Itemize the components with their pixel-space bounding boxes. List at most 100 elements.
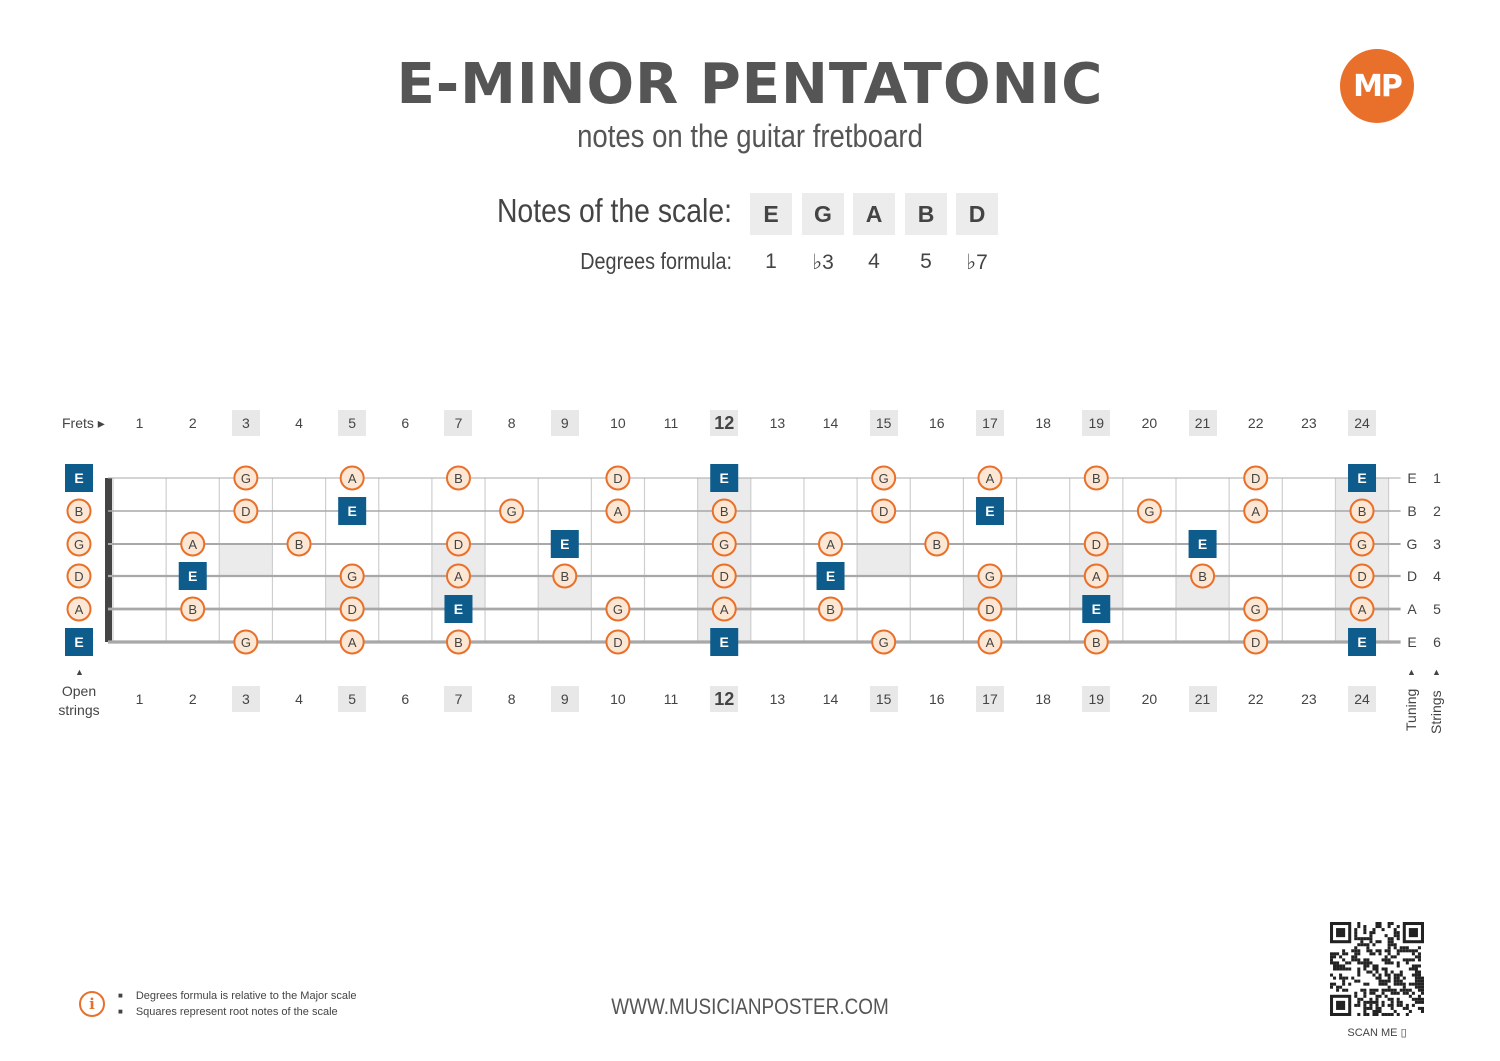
qr-code[interactable] — [1330, 922, 1424, 1016]
note-label: E — [454, 601, 463, 617]
fret-number: 12 — [710, 686, 739, 712]
fret-number: 15 — [869, 686, 898, 712]
root-note-square — [816, 562, 845, 590]
scale-note-circle — [445, 629, 471, 655]
note-label: D — [613, 635, 622, 650]
scale-degree: 4 — [868, 250, 880, 273]
note-label: B — [720, 504, 729, 519]
note-label: G — [241, 471, 251, 486]
fret-number: 22 — [1247, 691, 1264, 707]
fret-number: 22 — [1247, 415, 1264, 431]
note-label: A — [348, 471, 357, 486]
note-label: E — [188, 568, 197, 584]
footer-note: Squares represent root notes of the scal… — [118, 1006, 338, 1018]
fret-number: 4 — [295, 415, 303, 431]
note-label: D — [454, 537, 463, 552]
note-label: D — [241, 504, 250, 519]
note-label: G — [879, 471, 889, 486]
degrees-formula-label: Degrees formula: — [580, 248, 732, 274]
note-label: E — [720, 470, 729, 486]
scale-notes-label: Notes of the scale: — [496, 192, 732, 229]
phone-icon: ▯ — [1400, 1027, 1407, 1039]
fret-number: 9 — [550, 410, 579, 436]
fret-number: 10 — [610, 415, 626, 431]
string-number: 6 — [1433, 634, 1441, 650]
scale-note-circle — [180, 531, 206, 557]
fret-number: 14 — [822, 415, 839, 431]
scale-note-circle — [1083, 465, 1109, 491]
scale-note-circle — [445, 465, 471, 491]
fret-number: 21 — [1188, 686, 1217, 712]
note-label: A — [75, 602, 84, 617]
note-label: G — [985, 569, 995, 584]
note-label: E — [1198, 536, 1207, 552]
brand-logo: MP — [1340, 49, 1414, 123]
note-label: B — [295, 537, 304, 552]
note-label: D — [347, 602, 356, 617]
fret-number: 18 — [1035, 691, 1051, 707]
fret-number: 7 — [444, 410, 473, 436]
note-label: G — [241, 635, 251, 650]
string-number: 1 — [1433, 470, 1441, 486]
fret-number: 8 — [507, 415, 516, 431]
info-icon: i — [79, 991, 105, 1017]
scale-note-circle — [1136, 498, 1162, 524]
fret-number: 16 — [929, 415, 945, 431]
fret-marker-shade — [857, 544, 911, 576]
root-note-square — [975, 497, 1004, 525]
scale-note-circle — [1083, 629, 1109, 655]
scale-note-circle — [499, 498, 525, 524]
fret-number: 2 — [188, 691, 197, 707]
open-strings-label: Open strings — [58, 683, 100, 718]
note-label: B — [1092, 471, 1101, 486]
fret-number: 23 — [1301, 691, 1317, 707]
footer-note: Degrees formula is relative to the Major… — [118, 990, 357, 1002]
scale-note-circle — [818, 531, 844, 557]
fret-number: 20 — [1141, 691, 1158, 707]
fret-number: 3 — [231, 686, 260, 712]
note-label: E — [1357, 470, 1366, 486]
root-note-square — [1082, 595, 1111, 623]
scan-me-label: SCAN ME ▯ — [1347, 1027, 1407, 1039]
scale-note-circle — [605, 596, 631, 622]
note-label: A — [614, 504, 623, 519]
tuning-note: E — [1407, 470, 1416, 486]
note-label: A — [826, 537, 835, 552]
tuning-note: E — [1407, 634, 1416, 650]
note-label: A — [454, 569, 463, 584]
note-label: D — [1251, 471, 1260, 486]
scale-note: E — [750, 193, 792, 235]
scale-note-circle — [977, 629, 1003, 655]
fret-number: 11 — [663, 415, 679, 431]
scale-degree: ♭3 — [812, 251, 834, 274]
note-label: A — [1251, 504, 1260, 519]
root-note-square — [710, 464, 739, 492]
page-subtitle: notes on the guitar fretboard — [577, 118, 923, 154]
scale-note-circle — [605, 465, 631, 491]
scale-note-circle — [339, 596, 365, 622]
note-label: G — [719, 537, 729, 552]
scale-note-circle — [339, 465, 365, 491]
root-note-square — [1348, 464, 1377, 492]
scale-note-circle — [1243, 629, 1269, 655]
string-number: 5 — [1433, 601, 1441, 617]
scale-note-circle — [552, 563, 578, 589]
root-note-square — [550, 530, 579, 558]
note-label: B — [1198, 569, 1207, 584]
string-number: 2 — [1433, 503, 1441, 519]
note-label: G — [1357, 537, 1367, 552]
fret-marker-shade — [219, 544, 273, 576]
website-link[interactable]: WWW.MUSICIANPOSTER.COM — [611, 994, 889, 1019]
scale-note-circle — [1349, 563, 1375, 589]
scale-note-circle — [1349, 498, 1375, 524]
note-label: A — [1092, 569, 1101, 584]
fret-number: 1 — [135, 691, 144, 707]
scale-note-circle — [66, 498, 92, 524]
note-label: A — [986, 471, 995, 486]
tuning-note: A — [1407, 601, 1417, 617]
scale-note-circle — [871, 629, 897, 655]
scale-note-circle — [977, 465, 1003, 491]
scale-degree: 1 — [765, 250, 777, 273]
scale-note-circle — [1243, 465, 1269, 491]
